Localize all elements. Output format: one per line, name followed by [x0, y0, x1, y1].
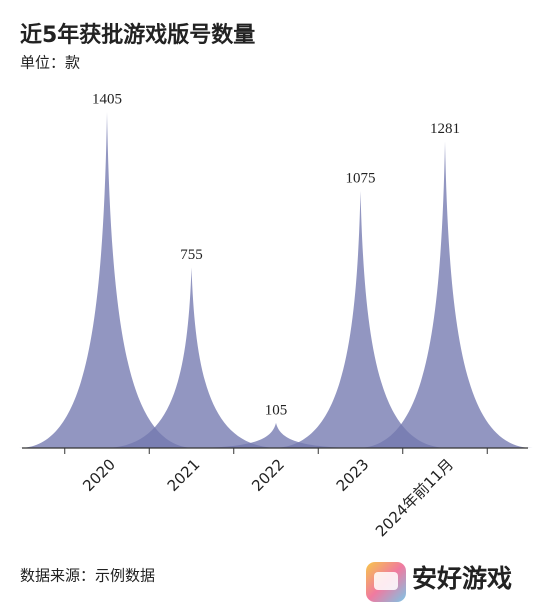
peak [272, 190, 449, 448]
peak [188, 422, 364, 448]
peak [357, 141, 533, 448]
value-label: 1281 [430, 121, 460, 137]
x-tick-label: 2023 [333, 455, 373, 495]
value-label: 755 [180, 247, 203, 263]
value-label: 1075 [346, 170, 376, 186]
value-label: 105 [265, 402, 288, 418]
source-note: 数据来源：示例数据 [20, 567, 155, 585]
x-tick-label: 2022 [248, 455, 288, 495]
chart-subtitle: 单位：款 [20, 54, 80, 72]
chart-title: 近5年获批游戏版号数量 [20, 22, 255, 48]
value-label: 1405 [92, 91, 122, 107]
watermark: 安好游戏 [412, 564, 512, 593]
peak [19, 112, 195, 448]
x-tick-label: 2020 [79, 455, 119, 495]
x-tick-label: 2024年前11月 [372, 455, 457, 540]
peak [103, 267, 280, 448]
x-tick-label: 2021 [164, 455, 204, 495]
logo-screen [374, 572, 398, 590]
